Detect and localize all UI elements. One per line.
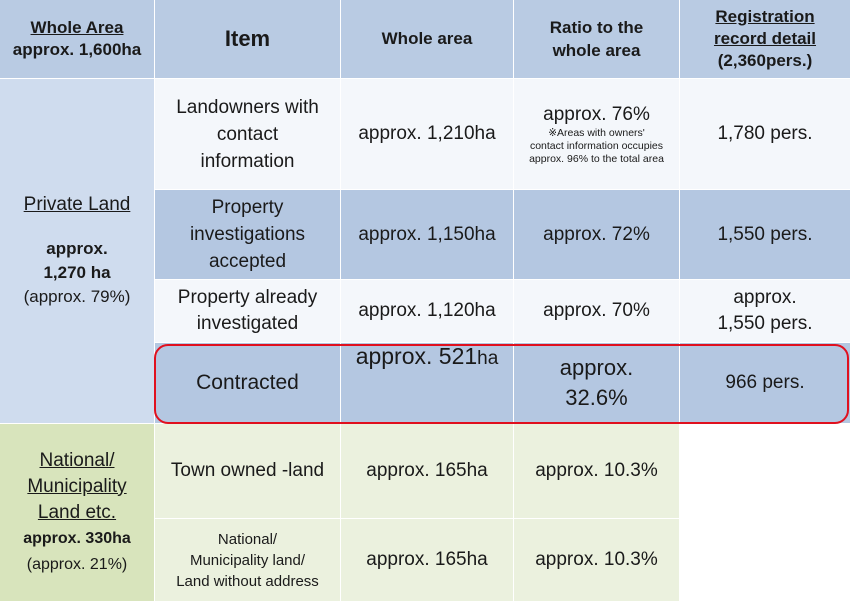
row4-item: Contracted	[155, 343, 340, 423]
row2-ratio-value: approx. 72%	[543, 223, 650, 245]
row5-item: Town owned -land	[155, 424, 340, 518]
national-title-line3: Land etc.	[37, 501, 117, 523]
row1-item: Landowners with contact information	[155, 79, 340, 189]
row4-area: approx. 521 ha	[341, 343, 513, 423]
row4-area-unit: ha	[477, 348, 499, 369]
row1-note-line3: approx. 96% to the total area	[529, 152, 664, 165]
row6-area-value: approx. 165ha	[366, 549, 488, 570]
national-title-line1: National/	[39, 449, 115, 471]
row5-ratio: approx. 10.3%	[514, 424, 679, 518]
row6-item-line2: Municipality land/	[189, 551, 306, 569]
row2-area: approx. 1,150ha	[341, 190, 513, 279]
row5-item-label: Town owned -land	[170, 460, 325, 481]
row4-ratio-line1: approx.	[559, 355, 634, 380]
national-title-line2: Municipality	[27, 475, 127, 497]
row1-note-line2: contact information occupies	[529, 139, 664, 152]
row6-item: National/ Municipality land/ Land withou…	[155, 519, 340, 601]
national-pct: (approx. 21%)	[26, 555, 128, 573]
row1-note-line1: ※Areas with owners'	[548, 126, 645, 139]
row2-item: Property investigations accepted	[155, 190, 340, 279]
row3-area-value: approx. 1,120ha	[358, 300, 496, 321]
header-reg-line2: record detail	[713, 29, 817, 48]
row1-area-value: approx. 1,210ha	[358, 123, 496, 144]
private-land-approx: approx.	[46, 239, 108, 258]
row1-reg-value: 1,780 pers.	[717, 123, 813, 144]
row6-area: approx. 165ha	[341, 519, 513, 601]
header-reg-line3: (2,360pers.)	[717, 51, 813, 70]
row1-item-line3: information	[200, 150, 295, 172]
row3-ratio: approx. 70%	[514, 280, 679, 342]
row3-reg-line2: 1,550 pers.	[717, 313, 813, 334]
header-registration-cell: Registration record detail (2,360pers.)	[680, 0, 850, 78]
row6-ratio-value: approx. 10.3%	[535, 549, 658, 570]
national-value: approx. 330ha	[23, 529, 131, 547]
header-ratio-line2: whole area	[552, 41, 641, 60]
row2-item-line1: Property	[211, 197, 284, 218]
row5-ratio-value: approx. 10.3%	[535, 460, 658, 481]
row4-reg-value: 966 pers.	[725, 372, 805, 393]
header-whole-area-label: Whole area	[381, 29, 473, 48]
header-whole-area-cell: Whole Area approx. 1,600ha	[0, 0, 154, 78]
header-item-cell: Item	[155, 0, 340, 78]
whole-area-title: Whole Area	[30, 18, 124, 37]
row3-item: Property already investigated	[155, 280, 340, 342]
row3-item-line2: investigated	[196, 313, 299, 334]
row4-ratio-line2: 32.6%	[565, 385, 628, 410]
row6-item-line1: National/	[217, 530, 278, 548]
row3-area: approx. 1,120ha	[341, 280, 513, 342]
row3-ratio-value: approx. 70%	[543, 300, 650, 321]
private-land-cell: Private Land approx. 1,270 ha (approx. 7…	[0, 79, 154, 423]
row3-item-line1: Property already	[177, 287, 318, 308]
row4-area-value: approx. 521	[355, 343, 478, 369]
header-whole-area-col: Whole area	[341, 0, 513, 78]
row1-area: approx. 1,210ha	[341, 79, 513, 189]
row4-item-label: Contracted	[196, 371, 299, 394]
row3-reg-line1: approx.	[733, 287, 797, 308]
row2-area-value: approx. 1,150ha	[358, 223, 496, 245]
row1-registration: 1,780 pers.	[680, 79, 850, 189]
header-ratio-cell: Ratio to the whole area	[514, 0, 679, 78]
row2-item-line3: accepted	[208, 251, 287, 272]
row5-area: approx. 165ha	[341, 424, 513, 518]
row4-ratio: approx. 32.6%	[514, 343, 679, 423]
header-reg-line1: Registration	[715, 7, 815, 26]
national-land-cell: National/ Municipality Land etc. approx.…	[0, 424, 154, 601]
row1-ratio: approx. 76% ※Areas with owners' contact …	[514, 79, 679, 189]
row6-item-line3: Land without address	[176, 572, 319, 590]
row5-area-value: approx. 165ha	[366, 460, 488, 481]
row4-registration: 966 pers.	[680, 343, 850, 423]
row1-ratio-value: approx. 76%	[543, 103, 650, 125]
row3-registration: approx. 1,550 pers.	[680, 280, 850, 342]
whole-area-value: approx. 1,600ha	[12, 40, 142, 59]
private-land-pct: (approx. 79%)	[23, 287, 131, 306]
private-land-value: 1,270 ha	[43, 263, 111, 282]
row1-item-line1: Landowners with	[176, 96, 319, 118]
row1-item-line2: contact	[216, 123, 279, 145]
row6-ratio: approx. 10.3%	[514, 519, 679, 601]
row2-ratio: approx. 72%	[514, 190, 679, 279]
row2-registration: 1,550 pers.	[680, 190, 850, 279]
private-land-title: Private Land	[23, 194, 131, 215]
header-item-label: Item	[224, 26, 271, 51]
header-ratio-line1: Ratio to the	[549, 18, 644, 37]
row2-item-line2: investigations	[189, 224, 306, 245]
row2-reg-value: 1,550 pers.	[717, 223, 813, 245]
